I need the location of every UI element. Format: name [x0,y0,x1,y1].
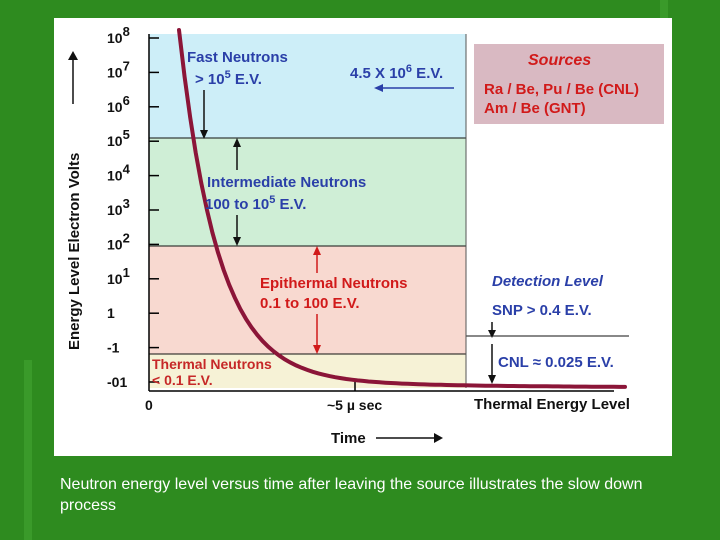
background-stripe [660,0,668,18]
x-tick-label: 0 [145,397,153,413]
fast-neutrons-title: Fast Neutrons [187,49,288,66]
background-stripe [24,360,32,540]
fast-neutrons-range: > 105 E.V. [195,69,262,88]
thermal-neutrons-range: < 0.1 E.V. [152,372,213,388]
energy-time-chart: 108 107 106 105 104 103 102 101 1 -1 -01 0 ~5 µ sec… [66,24,664,447]
cnl-arrowhead [488,375,496,384]
sources-line-1: Ra / Be, Pu / Be (CNL) [484,81,639,98]
intermediate-down-arrowhead [233,237,241,246]
thermal-energy-level-label: Thermal Energy Level [474,396,630,413]
thermal-neutrons-title: Thermal Neutrons [152,356,272,372]
detection-level-title: Detection Level [492,273,604,290]
y-tick-label: 105 [107,127,130,149]
source-energy-arrowhead [374,84,383,92]
sources-title: Sources [528,52,591,69]
chart-panel: 108 107 106 105 104 103 102 101 1 -1 -01 0 ~5 µ sec… [54,18,672,456]
epithermal-down-arrowhead [313,345,321,354]
detection-cnl: CNL ≈ 0.025 E.V. [498,354,614,371]
epithermal-up-arrowhead [313,246,321,255]
y-axis-arrowhead [68,51,78,60]
y-tick-label: 104 [107,162,131,184]
intermediate-neutrons-title: Intermediate Neutrons [207,174,366,191]
y-axis-title: Energy Level Electron Volts [66,153,83,350]
y-tick-label: -01 [107,374,127,390]
x-axis-title: Time [331,430,366,447]
slide-caption: Neutron energy level versus time after l… [60,476,643,514]
fast-neutron-band [149,34,466,138]
y-tick-label: 107 [107,58,130,80]
detection-snp: SNP > 0.4 E.V. [492,302,592,319]
x-axis-arrowhead [434,433,443,443]
y-tick-label: 103 [107,196,130,218]
y-tick-label: 102 [107,230,130,252]
y-tick-label: 1 [107,305,115,321]
y-tick-label: 108 [107,24,130,46]
epithermal-neutrons-title: Epithermal Neutrons [260,275,408,292]
energy-decay-curve [177,28,627,389]
epithermal-neutron-band [149,246,466,354]
y-tick-label: -1 [107,340,120,356]
intermediate-neutrons-range: 100 to 105 E.V. [205,194,306,213]
fast-neutrons-arrowhead [200,130,208,139]
y-tick-label: 106 [107,93,130,115]
epithermal-neutrons-range: 0.1 to 100 E.V. [260,295,360,312]
sources-line-2: Am / Be (GNT) [484,100,586,117]
snp-arrowhead [488,330,496,338]
source-energy-label: 4.5 X 106 E.V. [350,63,443,82]
y-tick-label: 101 [107,265,130,287]
annotation-arrows [200,84,496,384]
intermediate-up-arrowhead [233,138,241,147]
x-tick-label: ~5 µ sec [327,397,382,413]
sources-box [474,44,664,124]
